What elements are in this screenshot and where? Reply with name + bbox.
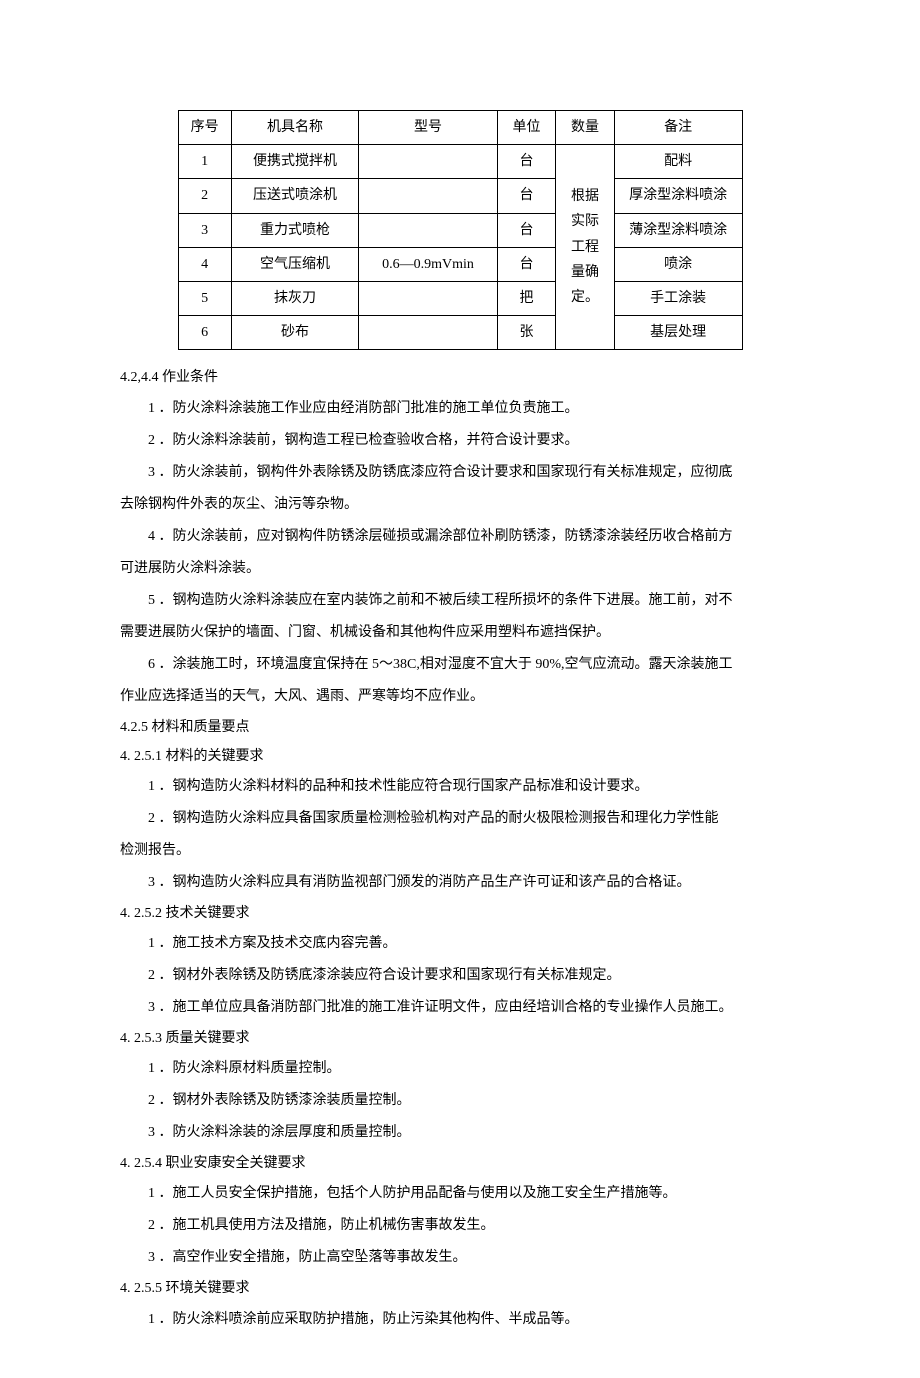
item-4244-5: 5 ．钢构造防火涂料涂装应在室内装饰之前和不被后续工程所损坏的条件下进展。施工前… — [120, 587, 800, 615]
table-row: 5 抹灰刀 把 手工涂装 — [178, 281, 742, 315]
cell-unit: 台 — [497, 179, 556, 213]
cell-seq: 2 — [178, 179, 231, 213]
cell-model: 0.6—0.9mVmin — [359, 247, 497, 281]
item-4253-1: 1 ．防火涂料原材料质量控制。 — [120, 1055, 800, 1083]
cell-model — [359, 281, 497, 315]
cell-model — [359, 145, 497, 179]
item-4244-1: 1 ．防火涂料涂装施工作业应由经消防部门批准的施工单位负责施工。 — [120, 395, 800, 423]
th-model: 型号 — [359, 111, 497, 145]
cell-remark: 喷涂 — [614, 247, 742, 281]
cell-seq: 5 — [178, 281, 231, 315]
cell-unit: 台 — [497, 145, 556, 179]
cell-unit: 把 — [497, 281, 556, 315]
heading-4252: 4. 2.5.2 技术关键要求 — [120, 901, 800, 926]
th-unit: 单位 — [497, 111, 556, 145]
cell-name: 砂布 — [231, 316, 359, 350]
cell-name: 空气压缩机 — [231, 247, 359, 281]
item-4253-2: 2 ．钢材外表除锈及防锈漆涂装质量控制。 — [120, 1087, 800, 1115]
item-4251-1: 1 ．钢构造防火涂料材料的品种和技术性能应符合现行国家产品标准和设计要求。 — [120, 773, 800, 801]
cell-unit: 台 — [497, 213, 556, 247]
item-4251-2: 2 ．钢构造防火涂料应具备国家质量检测检验机构对产品的耐火极限检测报告和理化力学… — [120, 805, 800, 833]
cont-4244-4: 可进展防火涂料涂装。 — [120, 555, 800, 583]
cell-unit: 台 — [497, 247, 556, 281]
qty-line: 根据 — [564, 184, 606, 209]
item-4244-3: 3 ．防火涂装前，钢构件外表除锈及防锈底漆应符合设计要求和国家现行有关标准规定，… — [120, 459, 800, 487]
table-row: 3 重力式喷枪 台 薄涂型涂料喷涂 — [178, 213, 742, 247]
table-row: 2 压送式喷涂机 台 厚涂型涂料喷涂 — [178, 179, 742, 213]
th-qty: 数量 — [556, 111, 615, 145]
qty-line: 量确 — [564, 260, 606, 285]
heading-4244: 4.2,4.4 作业条件 — [120, 365, 800, 390]
item-4254-3: 3 ．高空作业安全措施，防止高空坠落等事故发生。 — [120, 1244, 800, 1272]
item-4253-3: 3 ．防火涂料涂装的涂层厚度和质量控制。 — [120, 1119, 800, 1147]
item-4255-1: 1 ．防火涂料喷涂前应采取防护措施，防止污染其他构件、半成品等。 — [120, 1306, 800, 1334]
cell-remark: 厚涂型涂料喷涂 — [614, 179, 742, 213]
cell-name: 便携式搅拌机 — [231, 145, 359, 179]
qty-line: 工程 — [564, 235, 606, 260]
cell-remark: 基层处理 — [614, 316, 742, 350]
item-4252-3: 3 ．施工单位应具备消防部门批准的施工准许证明文件，应由经培训合格的专业操作人员… — [120, 994, 800, 1022]
table-row: 6 砂布 张 基层处理 — [178, 316, 742, 350]
cont-4244-5: 需要进展防火保护的墙面、门窗、机械设备和其他构件应采用塑料布遮挡保护。 — [120, 619, 800, 647]
heading-4253: 4. 2.5.3 质量关键要求 — [120, 1026, 800, 1051]
item-4254-1: 1 ．施工人员安全保护措施，包括个人防护用品配备与使用以及施工安全生产措施等。 — [120, 1180, 800, 1208]
cell-remark: 配料 — [614, 145, 742, 179]
item-4252-1: 1 ．施工技术方案及技术交底内容完善。 — [120, 930, 800, 958]
cont-4244-3: 去除钢构件外表的灰尘、油污等杂物。 — [120, 491, 800, 519]
heading-425: 4.2.5 材料和质量要点 — [120, 715, 800, 740]
cell-name: 抹灰刀 — [231, 281, 359, 315]
heading-4255: 4. 2.5.5 环境关键要求 — [120, 1276, 800, 1301]
table-row: 1 便携式搅拌机 台 根据 实际 工程 量确 定。 配料 — [178, 145, 742, 179]
cell-seq: 1 — [178, 145, 231, 179]
cell-seq: 4 — [178, 247, 231, 281]
qty-line: 定。 — [564, 285, 606, 310]
th-seq: 序号 — [178, 111, 231, 145]
cell-remark: 薄涂型涂料喷涂 — [614, 213, 742, 247]
cell-remark: 手工涂装 — [614, 281, 742, 315]
cont-4251-2: 检测报告。 — [120, 837, 800, 865]
item-4251-3: 3 ．钢构造防火涂料应具有消防监视部门颁发的消防产品生产许可证和该产品的合格证。 — [120, 869, 800, 897]
cell-name: 重力式喷枪 — [231, 213, 359, 247]
cell-model — [359, 213, 497, 247]
heading-4254: 4. 2.5.4 职业安康安全关键要求 — [120, 1151, 800, 1176]
cell-seq: 3 — [178, 213, 231, 247]
cell-unit: 张 — [497, 316, 556, 350]
item-4244-6: 6 ．涂装施工时，环境温度宜保持在 5～38C,相对湿度不宜大于 90%,空气应… — [120, 651, 800, 679]
equipment-table: 序号 机具名称 型号 单位 数量 备注 1 便携式搅拌机 台 根据 实际 工程 … — [178, 110, 743, 350]
cell-qty-merged: 根据 实际 工程 量确 定。 — [556, 145, 615, 350]
item-4244-2: 2 ．防火涂料涂装前，钢构造工程已检查验收合格，并符合设计要求。 — [120, 427, 800, 455]
cell-model — [359, 179, 497, 213]
cell-name: 压送式喷涂机 — [231, 179, 359, 213]
table-header-row: 序号 机具名称 型号 单位 数量 备注 — [178, 111, 742, 145]
heading-4251: 4. 2.5.1 材料的关键要求 — [120, 744, 800, 769]
table-row: 4 空气压缩机 0.6—0.9mVmin 台 喷涂 — [178, 247, 742, 281]
item-4254-2: 2 ．施工机具使用方法及措施，防止机械伤害事故发生。 — [120, 1212, 800, 1240]
cont-4244-6: 作业应选择适当的天气，大风、遇雨、严寒等均不应作业。 — [120, 683, 800, 711]
th-name: 机具名称 — [231, 111, 359, 145]
item-4252-2: 2 ．钢材外表除锈及防锈底漆涂装应符合设计要求和国家现行有关标准规定。 — [120, 962, 800, 990]
cell-seq: 6 — [178, 316, 231, 350]
th-remark: 备注 — [614, 111, 742, 145]
item-4244-4: 4 ．防火涂装前，应对钢构件防锈涂层碰损或漏涂部位补刷防锈漆，防锈漆涂装经历收合… — [120, 523, 800, 551]
cell-model — [359, 316, 497, 350]
qty-line: 实际 — [564, 209, 606, 234]
